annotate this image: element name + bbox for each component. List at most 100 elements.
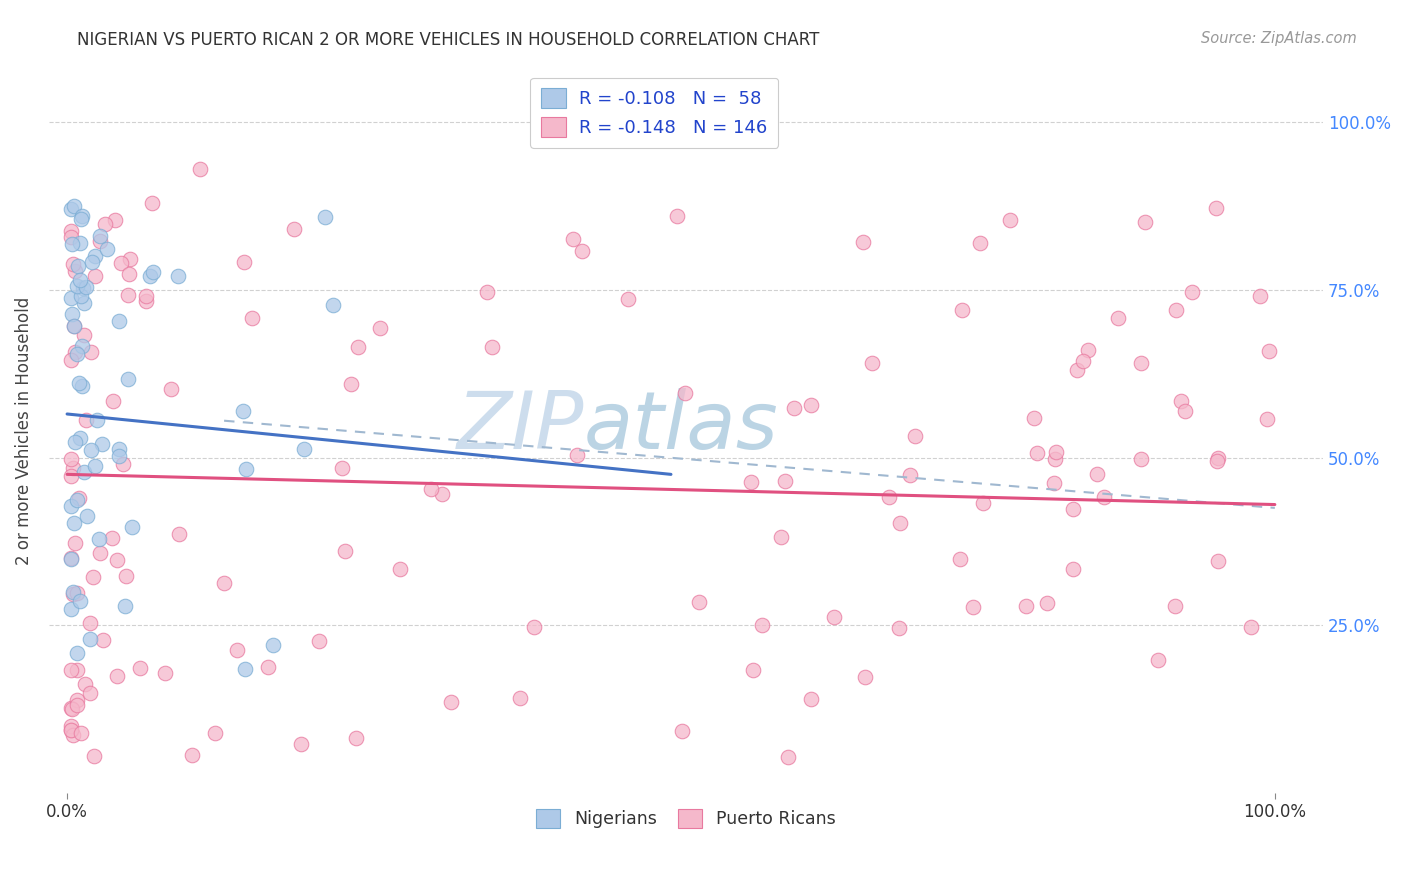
Point <box>430 487 453 501</box>
Point <box>128 660 150 674</box>
Point <box>80 255 103 269</box>
Point <box>166 268 188 283</box>
Point <box>63 199 86 213</box>
Point <box>1205 202 1227 216</box>
Point <box>290 737 312 751</box>
Point <box>83 749 105 764</box>
Point <box>969 236 991 251</box>
Point <box>89 546 111 560</box>
Point <box>114 599 136 614</box>
Point <box>121 520 143 534</box>
Legend: Nigerians, Puerto Ricans: Nigerians, Puerto Ricans <box>529 802 844 835</box>
Point <box>69 594 91 608</box>
Point <box>65 535 87 549</box>
Point <box>60 551 83 566</box>
Point <box>616 292 638 306</box>
Point <box>76 508 98 523</box>
Point <box>59 701 82 715</box>
Point <box>118 267 141 281</box>
Point <box>63 318 86 333</box>
Y-axis label: 2 or more Vehicles in Household: 2 or more Vehicles in Household <box>15 297 32 565</box>
Point <box>63 516 86 530</box>
Point <box>100 531 122 545</box>
Point <box>1000 212 1022 227</box>
Point <box>1036 596 1059 610</box>
Point <box>1164 599 1187 613</box>
Point <box>347 340 370 354</box>
Point <box>70 339 93 353</box>
Point <box>204 726 226 740</box>
Point <box>1092 490 1115 504</box>
Point <box>1063 502 1085 516</box>
Point <box>419 482 441 496</box>
Point <box>107 313 129 327</box>
Point <box>509 691 531 706</box>
Point <box>82 570 104 584</box>
Point <box>226 643 249 657</box>
Point <box>232 255 254 269</box>
Point <box>62 585 84 599</box>
Point <box>59 224 82 238</box>
Point <box>60 701 83 715</box>
Point <box>75 413 97 427</box>
Point <box>59 719 82 733</box>
Point <box>1256 411 1278 425</box>
Point <box>59 352 82 367</box>
Point <box>335 544 357 558</box>
Point <box>101 393 124 408</box>
Point <box>673 386 696 401</box>
Point <box>1071 354 1094 368</box>
Point <box>339 377 361 392</box>
Point <box>1130 356 1153 370</box>
Point <box>153 665 176 680</box>
Point <box>671 723 693 738</box>
Text: Source: ZipAtlas.com: Source: ZipAtlas.com <box>1201 31 1357 46</box>
Point <box>117 288 139 302</box>
Point <box>181 747 204 762</box>
Point <box>1045 445 1067 459</box>
Point <box>79 615 101 630</box>
Point <box>108 442 131 456</box>
Point <box>741 663 763 677</box>
Point <box>83 458 105 473</box>
Point <box>330 460 353 475</box>
Point <box>799 398 821 412</box>
Point <box>60 307 83 321</box>
Point <box>972 496 994 510</box>
Point <box>80 345 103 359</box>
Point <box>60 236 83 251</box>
Point <box>688 594 710 608</box>
Point <box>66 646 89 660</box>
Point <box>59 469 82 483</box>
Point <box>167 526 190 541</box>
Point <box>159 383 181 397</box>
Point <box>666 209 689 223</box>
Point <box>73 296 96 310</box>
Point <box>1133 215 1156 229</box>
Point <box>59 663 82 677</box>
Point <box>66 586 89 600</box>
Point <box>1066 363 1088 377</box>
Point <box>86 413 108 427</box>
Point <box>775 474 797 488</box>
Point <box>69 726 91 740</box>
Point <box>63 264 86 278</box>
Point <box>69 289 91 303</box>
Point <box>79 632 101 646</box>
Point <box>70 379 93 393</box>
Point <box>783 401 806 415</box>
Point <box>70 209 93 223</box>
Point <box>1015 599 1038 614</box>
Point <box>63 344 86 359</box>
Point <box>84 249 107 263</box>
Point <box>69 273 91 287</box>
Point <box>1257 343 1279 358</box>
Point <box>308 634 330 648</box>
Point <box>1174 404 1197 418</box>
Point <box>567 448 589 462</box>
Point <box>60 230 83 244</box>
Point <box>110 256 132 270</box>
Point <box>800 692 823 706</box>
Point <box>67 376 90 390</box>
Point <box>70 211 93 226</box>
